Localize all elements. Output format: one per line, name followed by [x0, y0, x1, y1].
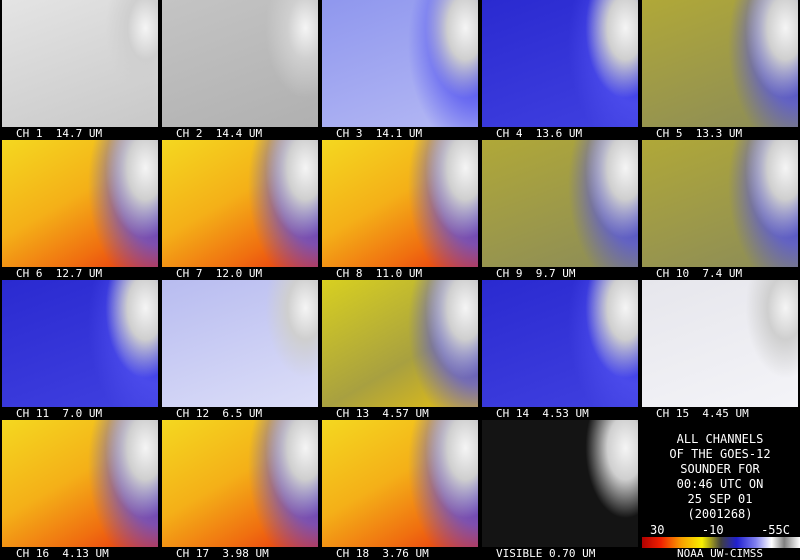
panel: CH 8 11.0 UM [320, 140, 480, 280]
panel-label: CH 14 4.53 UM [496, 407, 589, 420]
info-line: SOUNDER FOR [680, 462, 760, 476]
image [322, 0, 478, 127]
panel: CH 11 7.0 UM [0, 280, 160, 420]
panel: CH 18 3.76 UM [320, 420, 480, 560]
info-line: OF THE GOES-12 [669, 447, 771, 461]
colorbar-labels: 30 -10 -55C [650, 523, 790, 537]
panel-label: CH 5 13.3 UM [656, 127, 743, 140]
image [322, 280, 478, 407]
image [482, 140, 638, 267]
panel-label: CH 18 3.76 UM [336, 547, 429, 560]
panel: CH 2 14.4 UM [160, 0, 320, 140]
footer: NOAA UW-CIMSS [676, 547, 764, 560]
panel-label: CH 4 13.6 UM [496, 127, 583, 140]
panel-label: CH 3 14.1 UM [336, 127, 423, 140]
panel: CH 7 12.0 UM [160, 140, 320, 280]
image [482, 280, 638, 407]
colorbar-label: 30 [650, 523, 665, 537]
panel: CH 5 13.3 UM [640, 0, 800, 140]
image [322, 420, 478, 547]
image [2, 140, 158, 267]
panel-label: CH 17 3.98 UM [176, 547, 269, 560]
panel: CH 17 3.98 UM [160, 420, 320, 560]
panel: VISIBLE 0.70 UM [480, 420, 640, 560]
panel: CH 13 4.57 UM [320, 280, 480, 420]
image [2, 0, 158, 127]
colorbar [642, 537, 800, 548]
image [642, 280, 798, 407]
colorbar-label: -55C [761, 523, 790, 537]
panel-label: CH 13 4.57 UM [336, 407, 429, 420]
colorbar-label: -10 [701, 523, 724, 537]
image [322, 140, 478, 267]
info-line: ALL CHANNELS [676, 432, 764, 446]
image [642, 0, 798, 127]
image [162, 280, 318, 407]
image [482, 420, 638, 547]
image [642, 140, 798, 267]
panel-label: CH 1 14.7 UM [16, 127, 103, 140]
image [482, 0, 638, 127]
panel: CH 3 14.1 UM [320, 0, 480, 140]
panel: CH 16 4.13 UM [0, 420, 160, 560]
info-line: (2001268) [687, 507, 753, 521]
panel-label: CH 6 12.7 UM [16, 267, 103, 280]
panel: CH 1 14.7 UM [0, 0, 160, 140]
panel-label: CH 7 12.0 UM [176, 267, 263, 280]
panel: CH 14 4.53 UM [480, 280, 640, 420]
info-line: 00:46 UTC ON [676, 477, 764, 491]
panel-label: CH 10 7.4 UM [656, 267, 743, 280]
panel-label: CH 15 4.45 UM [656, 407, 749, 420]
info-text: ALL CHANNELS OF THE GOES-12 SOUNDER FOR … [640, 420, 800, 522]
panel: CH 15 4.45 UM [640, 280, 800, 420]
panel-label: CH 8 11.0 UM [336, 267, 423, 280]
image [162, 0, 318, 127]
panel: CH 10 7.4 UM [640, 140, 800, 280]
panel: CH 12 6.5 UM [160, 280, 320, 420]
panel-label: VISIBLE 0.70 UM [496, 547, 596, 560]
image [2, 280, 158, 407]
panel-label: CH 12 6.5 UM [176, 407, 263, 420]
panel-label: CH 9 9.7 UM [496, 267, 576, 280]
panel: CH 6 12.7 UM [0, 140, 160, 280]
image [162, 140, 318, 267]
panel: CH 4 13.6 UM [480, 0, 640, 140]
panel-label: CH 11 7.0 UM [16, 407, 103, 420]
panel-label: CH 16 4.13 UM [16, 547, 109, 560]
panel: CH 9 9.7 UM [480, 140, 640, 280]
image [2, 420, 158, 547]
info-line: 25 SEP 01 [687, 492, 753, 506]
panel-label: CH 2 14.4 UM [176, 127, 263, 140]
info-panel: ALL CHANNELS OF THE GOES-12 SOUNDER FOR … [640, 420, 800, 560]
image [162, 420, 318, 547]
